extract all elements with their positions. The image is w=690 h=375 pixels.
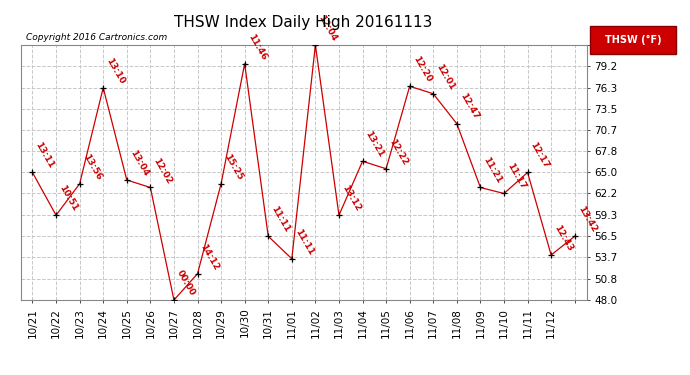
Text: Copyright 2016 Cartronics.com: Copyright 2016 Cartronics.com bbox=[26, 33, 168, 42]
Text: 15:25: 15:25 bbox=[222, 152, 244, 182]
Text: 12:43: 12:43 bbox=[552, 224, 575, 253]
Text: 10:51: 10:51 bbox=[57, 184, 79, 213]
Text: 12:47: 12:47 bbox=[458, 92, 480, 122]
Text: 11:17: 11:17 bbox=[505, 162, 527, 191]
Text: THSW Index Daily High 20161113: THSW Index Daily High 20161113 bbox=[175, 15, 433, 30]
Text: 12:20: 12:20 bbox=[411, 55, 433, 84]
Text: 13:04: 13:04 bbox=[128, 148, 150, 178]
Text: 11:21: 11:21 bbox=[482, 156, 504, 185]
Text: 14:12: 14:12 bbox=[199, 242, 221, 272]
Text: 12:02: 12:02 bbox=[152, 156, 174, 185]
Text: 11:11: 11:11 bbox=[293, 227, 315, 256]
Text: 12:17: 12:17 bbox=[529, 141, 551, 170]
Text: 13:56: 13:56 bbox=[81, 152, 103, 182]
Text: 12:04: 12:04 bbox=[317, 13, 339, 43]
Text: 11:11: 11:11 bbox=[269, 205, 291, 234]
Text: 12:22: 12:22 bbox=[387, 137, 409, 166]
Text: 13:12: 13:12 bbox=[340, 184, 362, 213]
Text: 13:42: 13:42 bbox=[576, 205, 598, 234]
Text: 13:10: 13:10 bbox=[104, 56, 126, 86]
Text: 12:01: 12:01 bbox=[435, 62, 457, 92]
Text: 13:11: 13:11 bbox=[34, 141, 56, 170]
Text: 00:00: 00:00 bbox=[175, 269, 197, 298]
Text: 13:21: 13:21 bbox=[364, 130, 386, 159]
Text: THSW (°F): THSW (°F) bbox=[604, 35, 662, 45]
Text: 11:46: 11:46 bbox=[246, 32, 268, 62]
